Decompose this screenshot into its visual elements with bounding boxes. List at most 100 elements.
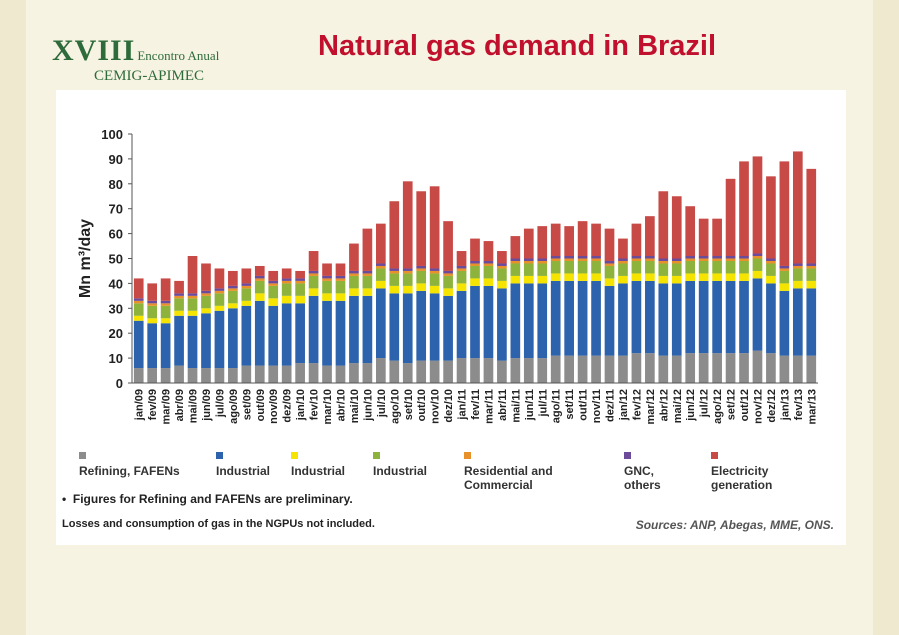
bar-segment xyxy=(806,168,817,264)
bar-segment xyxy=(133,368,144,383)
bar-segment xyxy=(564,273,574,281)
axes-group: 0 10 20 30 40 50 60 70 80 90 100 jan/09 fev/09 mar/09… xyxy=(77,127,818,424)
x-tick-label: mai/10 xyxy=(349,389,361,423)
bar-segment xyxy=(752,270,763,279)
y-tick-label: 70 xyxy=(109,202,123,217)
bar-segment xyxy=(241,288,252,301)
bar-segment xyxy=(201,295,211,309)
bar-segment xyxy=(712,273,722,281)
bar-segment xyxy=(483,265,494,279)
bar-segment xyxy=(295,270,305,279)
bar-segment xyxy=(201,313,211,369)
bar-segment xyxy=(685,256,696,259)
bar-segment xyxy=(174,295,184,299)
legend-item: Residential and Commercial xyxy=(464,452,564,492)
bar-segment xyxy=(443,270,453,274)
bar-segment xyxy=(712,258,722,261)
bar-segment xyxy=(685,206,696,257)
bar-segment xyxy=(308,363,319,383)
bar-segment xyxy=(497,263,507,266)
x-tick-label: out/11 xyxy=(578,389,590,421)
bar-segment xyxy=(160,368,171,383)
bar-segment xyxy=(443,221,453,271)
bar-segment xyxy=(752,278,763,351)
legend-label: Industrial xyxy=(291,464,346,478)
bar-segment xyxy=(591,223,601,257)
bar-segment xyxy=(470,238,480,261)
bar-segment xyxy=(483,260,494,264)
bar-segment xyxy=(752,156,763,254)
left-border xyxy=(0,0,26,635)
legend-item: Electricity generation xyxy=(711,452,781,492)
right-border xyxy=(873,0,899,635)
legend-swatch xyxy=(216,452,223,459)
bar-segment xyxy=(402,285,413,294)
bar-segment xyxy=(281,283,292,296)
bar-segment xyxy=(470,285,480,359)
legend-label: GNC, others xyxy=(624,464,661,492)
bar-segment xyxy=(362,363,373,383)
bar-segment xyxy=(201,293,211,296)
legend-label: Electricity generation xyxy=(711,464,773,492)
bar-segment xyxy=(402,273,413,286)
bar-segment xyxy=(187,368,198,383)
bar-segment xyxy=(550,256,561,259)
bar-segment xyxy=(456,290,467,359)
bar-segment xyxy=(402,270,413,274)
bar-segment xyxy=(241,300,252,306)
legend-item: Industrial xyxy=(216,452,270,478)
bar-segment xyxy=(550,273,561,281)
bar-segment xyxy=(322,278,332,281)
bar-segment xyxy=(402,181,413,269)
bar-segment xyxy=(281,303,292,366)
bar-segment xyxy=(792,263,803,266)
bar-segment xyxy=(443,295,453,361)
bar-segment xyxy=(470,265,480,279)
logo-line1: Encontro Anual xyxy=(137,48,220,63)
bar-segment xyxy=(550,223,561,257)
bar-segment xyxy=(349,273,359,276)
bar-segment xyxy=(671,263,682,276)
bar-segment xyxy=(470,260,480,264)
bar-segment xyxy=(779,355,790,383)
legend-item: GNC, others xyxy=(624,452,669,492)
x-tick-label: abr/12 xyxy=(658,389,670,421)
bar-segment xyxy=(658,258,669,261)
bar-segment xyxy=(752,258,763,271)
bar-segment xyxy=(416,290,427,361)
bar-segment xyxy=(618,238,628,259)
bar-segment xyxy=(160,278,171,301)
x-tick-label: set/10 xyxy=(403,389,415,420)
bar-segment xyxy=(658,191,669,259)
bar-segment xyxy=(792,268,803,281)
x-tick-label: jul/12 xyxy=(699,389,711,418)
bar-segment xyxy=(214,310,225,369)
bar-segment xyxy=(591,258,601,261)
bar-segment xyxy=(631,260,642,274)
bar-segment xyxy=(631,273,642,281)
bar-segment xyxy=(497,288,507,361)
bar-segment xyxy=(739,280,749,354)
bar-segment xyxy=(752,253,763,257)
x-tick-label: out/12 xyxy=(739,389,751,421)
x-tick-label: fev/13 xyxy=(793,389,805,420)
bar-segment xyxy=(698,260,709,274)
bar-segment xyxy=(483,285,494,359)
bar-segment xyxy=(228,288,238,291)
bar-segment xyxy=(537,358,548,383)
bar-segment xyxy=(133,320,144,369)
bar-segment xyxy=(429,186,440,269)
bar-segment xyxy=(416,265,427,269)
bar-segment xyxy=(564,260,574,274)
y-tick-label: 100 xyxy=(101,127,123,142)
bar-segment xyxy=(739,353,749,383)
bar-segment xyxy=(268,365,279,383)
bar-segment xyxy=(577,355,588,383)
bar-segment xyxy=(268,305,279,366)
bar-segment xyxy=(160,318,171,324)
bar-segment xyxy=(376,268,386,281)
bar-segment xyxy=(349,243,359,271)
bar-segment xyxy=(658,283,669,356)
bar-segment xyxy=(268,285,279,299)
bar-segment xyxy=(591,280,601,356)
